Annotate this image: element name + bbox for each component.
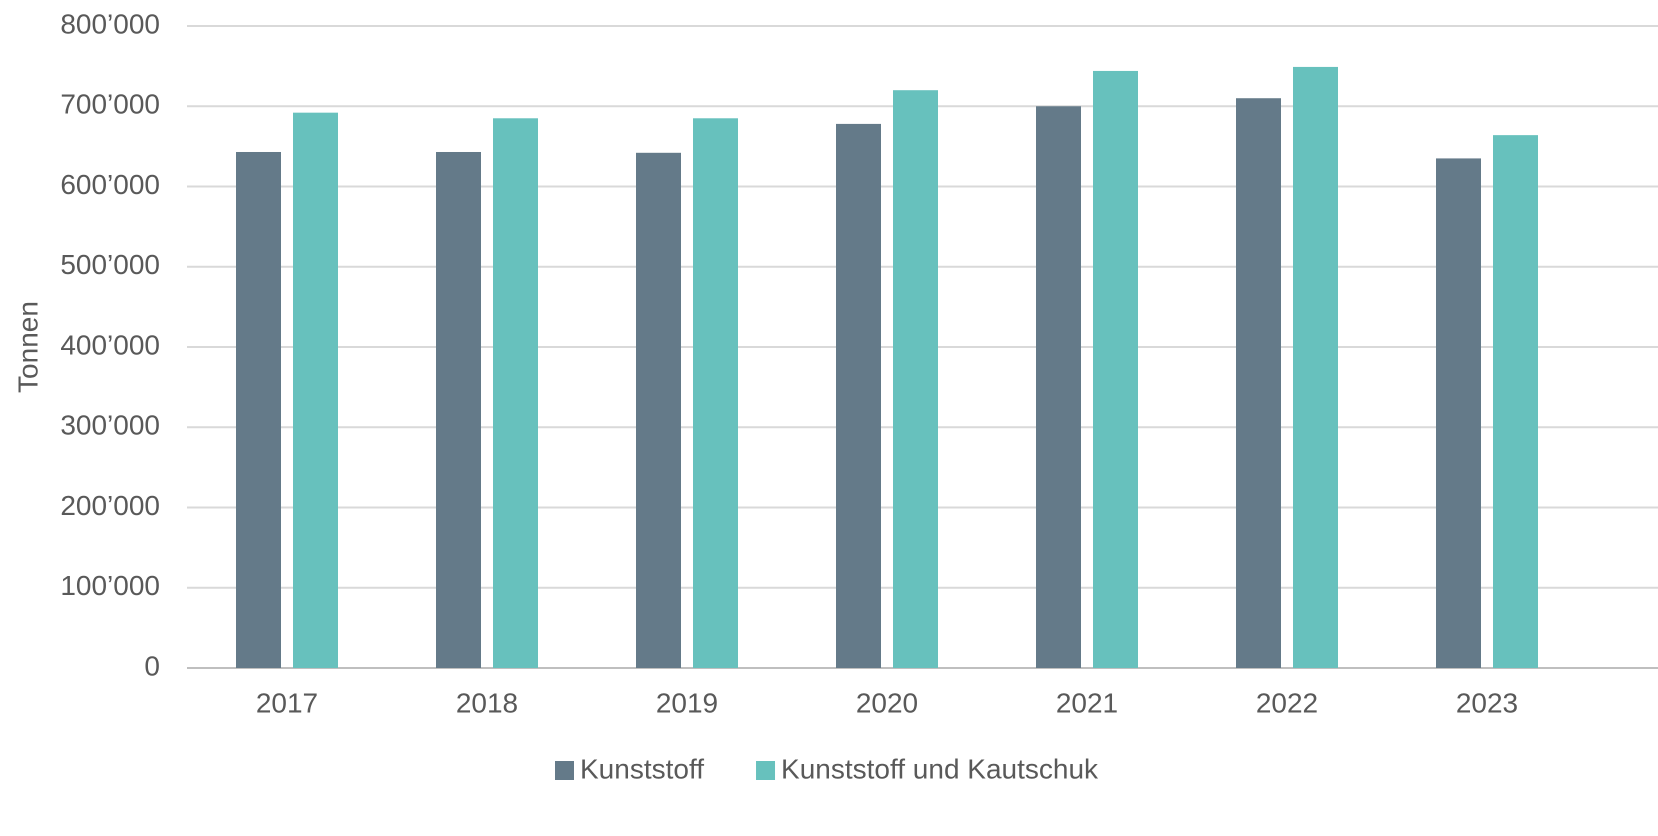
x-tick-label: 2022 <box>1256 687 1318 718</box>
bar <box>493 118 538 669</box>
bar <box>1093 70 1138 668</box>
bar <box>1493 135 1538 668</box>
x-tick-label: 2018 <box>456 687 518 718</box>
legend-swatch <box>555 761 574 780</box>
bar <box>636 152 681 669</box>
legend-label: Kunststoff und Kautschuk <box>781 753 1099 784</box>
x-tick-label: 2020 <box>856 687 918 718</box>
bar <box>436 151 481 668</box>
x-tick-label: 2017 <box>256 687 318 718</box>
y-tick-label: 100’000 <box>60 570 160 601</box>
bar <box>1293 66 1338 669</box>
y-tick-label: 500’000 <box>60 249 160 280</box>
y-tick-label: 800’000 <box>60 8 160 39</box>
y-axis-title: Tonnen <box>12 301 43 393</box>
y-tick-label: 400’000 <box>60 329 160 360</box>
y-tick-label: 0 <box>144 650 160 681</box>
bar <box>893 90 938 668</box>
bar <box>1036 106 1081 668</box>
x-tick-label: 2021 <box>1056 687 1118 718</box>
bar <box>1236 98 1281 669</box>
x-tick-label: 2023 <box>1456 687 1518 718</box>
y-tick-label: 700’000 <box>60 89 160 120</box>
y-tick-label: 600’000 <box>60 169 160 200</box>
legend-label: Kunststoff <box>580 753 704 784</box>
y-tick-label: 200’000 <box>60 490 160 521</box>
legend-swatch <box>756 761 776 780</box>
bar <box>1436 158 1481 668</box>
bar <box>836 123 881 668</box>
bar <box>293 112 338 669</box>
y-tick-label: 300’000 <box>60 410 160 441</box>
bar <box>693 118 738 669</box>
x-tick-label: 2019 <box>656 687 718 718</box>
bar <box>236 151 281 668</box>
